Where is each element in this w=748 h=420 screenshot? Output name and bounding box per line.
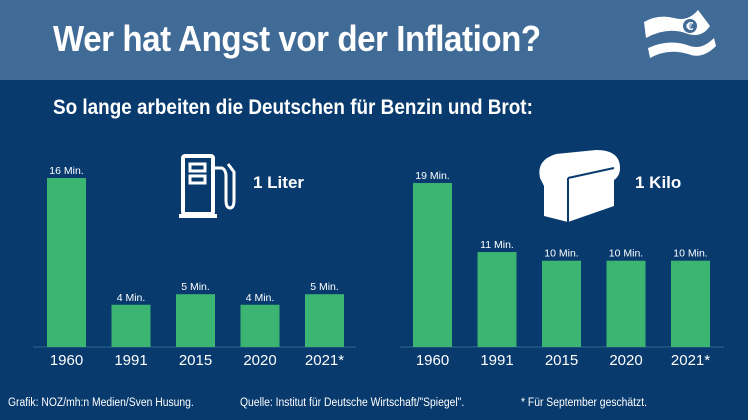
x-tick-label: 1991 (114, 352, 147, 369)
value-label: 5 Min. (310, 281, 339, 293)
bar (542, 260, 581, 347)
value-label: 5 Min. (181, 281, 210, 293)
bread-icon (539, 150, 620, 222)
x-tick-label: 1960 (416, 352, 449, 369)
bar (176, 294, 215, 347)
chart-title-kilo: 1 Kilo (635, 173, 682, 192)
bar (111, 304, 151, 347)
value-label: 4 Min. (246, 292, 275, 304)
value-label: 16 Min. (49, 165, 83, 177)
euro-banknotes-icon: € (644, 10, 716, 58)
footer-credit: Grafik: NOZ/mh:n Medien/Sven Husung. (8, 397, 194, 409)
footer-source: Quelle: Institut für Deutsche Wirtschaft… (240, 397, 465, 409)
x-tick-label: 2020 (243, 352, 276, 369)
value-label: 4 Min. (117, 292, 146, 304)
chart-title-liter: 1 Liter (253, 173, 305, 192)
footer-note: * Für September geschätzt. (521, 397, 647, 409)
bar (305, 294, 344, 347)
bar (477, 252, 517, 347)
x-tick-label: 2021* (305, 352, 344, 369)
x-tick-label: 2020 (609, 352, 642, 369)
x-tick-label: 1960 (50, 352, 83, 369)
bar (671, 260, 710, 347)
bar (413, 183, 452, 347)
value-label: 10 Min. (609, 248, 643, 260)
value-label: 10 Min. (673, 248, 707, 260)
value-label: 19 Min. (415, 170, 449, 182)
page-title: Wer hat Angst vor der Inflation? (53, 18, 541, 59)
value-label: 10 Min. (544, 248, 578, 260)
subtitle: So lange arbeiten die Deutschen für Benz… (53, 96, 533, 119)
x-tick-label: 1991 (480, 352, 513, 369)
value-label: 11 Min. (480, 239, 514, 251)
svg-text:€: € (685, 20, 694, 33)
fuel-pump-icon (179, 154, 236, 218)
bar (47, 178, 86, 347)
bar (606, 260, 646, 347)
x-tick-label: 2021* (671, 352, 710, 369)
header-band: Wer hat Angst vor der Inflation? € (0, 0, 748, 80)
x-tick-label: 2015 (545, 352, 578, 369)
bar (240, 304, 280, 347)
x-tick-label: 2015 (179, 352, 212, 369)
